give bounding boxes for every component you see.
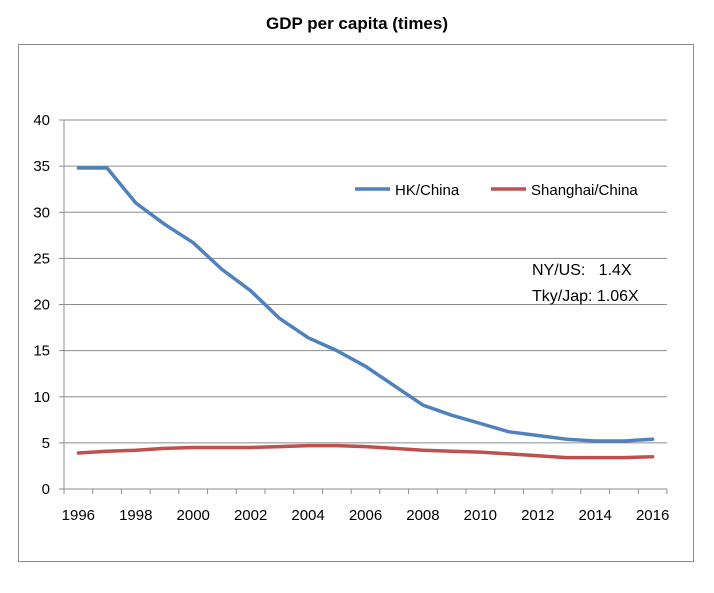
x-tick-label: 2006 xyxy=(349,507,382,524)
legend-label: HK/China xyxy=(395,182,460,199)
y-tick-label: 5 xyxy=(42,435,50,452)
y-tick-label: 40 xyxy=(33,112,50,129)
legend: HK/China Shanghai/China xyxy=(355,182,638,199)
x-tick-labels: 1996 1998 2000 2002 2004 2006 2008 2010 2012 2014… xyxy=(62,507,670,524)
chart-title: GDP per capita (times) xyxy=(265,14,449,33)
y-tick-label: 0 xyxy=(42,481,50,498)
axes xyxy=(59,119,668,494)
y-tick-label: 10 xyxy=(33,389,50,406)
series-line-hk-china xyxy=(76,166,655,443)
annotation-text: Tky/Jap: 1.06X xyxy=(532,288,639,305)
x-tick-label: 2016 xyxy=(636,507,669,524)
gridlines xyxy=(64,119,667,444)
x-tick-label: 2004 xyxy=(291,507,324,524)
x-tick-label: 2014 xyxy=(579,507,612,524)
y-tick-labels: 0 5 10 15 20 25 30 35 40 xyxy=(33,112,50,498)
y-tick-label: 35 xyxy=(33,158,50,175)
legend-label: Shanghai/China xyxy=(531,182,638,199)
chart-frame xyxy=(18,44,694,562)
series-lines xyxy=(76,166,655,460)
x-tick-label: 1998 xyxy=(119,507,152,524)
x-tick-label: 2012 xyxy=(521,507,554,524)
series-line-shanghai-china xyxy=(76,443,655,460)
annotation-text: NY/US: 1.4X xyxy=(532,262,632,279)
y-tick-label: 20 xyxy=(33,297,50,314)
x-tick-label: 2008 xyxy=(406,507,439,524)
x-tick-label: 2010 xyxy=(464,507,497,524)
x-tick-label: 2000 xyxy=(177,507,210,524)
y-tick-label: 25 xyxy=(33,250,50,267)
x-tick-label: 2002 xyxy=(234,507,267,524)
x-tick-label: 1996 xyxy=(62,507,95,524)
y-tick-label: 30 xyxy=(33,204,50,221)
annotations: NY/US: 1.4X Tky/Jap: 1.06X xyxy=(532,262,639,305)
y-tick-label: 15 xyxy=(33,343,50,360)
